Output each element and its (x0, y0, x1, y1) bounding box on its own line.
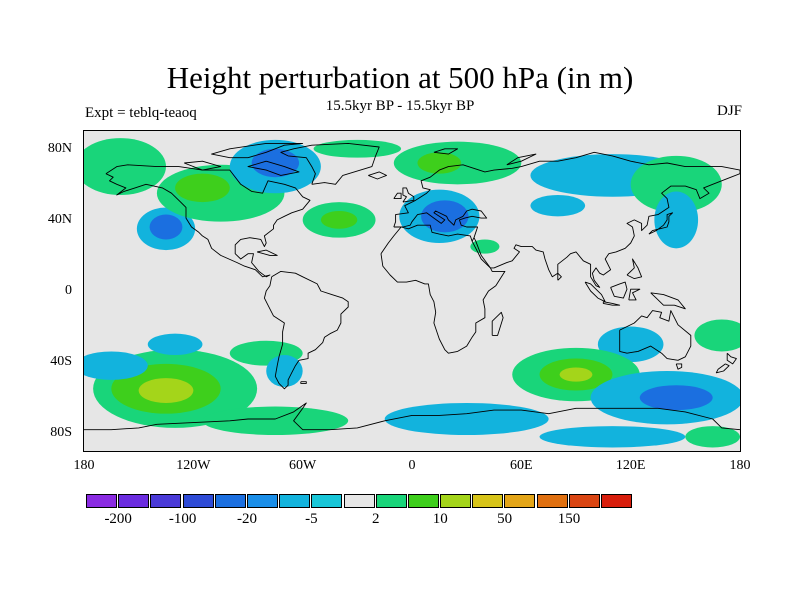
coastline-new-zealand-s (715, 363, 730, 374)
coastline-japan (648, 212, 674, 235)
experiment-label: Expt = teblq-teaoq (85, 105, 197, 121)
colorbar-swatch (407, 494, 439, 508)
anomaly-region-23 (138, 378, 194, 403)
lon-tick-label: 180 (729, 458, 751, 473)
anomaly-region-17 (654, 191, 699, 249)
map-frame (83, 130, 741, 452)
season-label: DJF (716, 103, 742, 119)
lat-tick-label: 40N (47, 211, 72, 227)
coastline-north-america (105, 164, 311, 278)
anomaly-region-1 (149, 214, 183, 240)
map-plot (84, 131, 740, 451)
colorbar-label: -200 (104, 511, 132, 527)
colorbar-swatch (536, 494, 568, 508)
anomaly-region-24 (84, 351, 148, 380)
colorbar-label: 150 (557, 511, 581, 527)
coastline-south-america (263, 270, 349, 390)
colorbar-swatch (118, 494, 150, 508)
coastline-arabia-red-sea-gap (471, 237, 475, 242)
anomaly-region-20 (597, 326, 664, 363)
colorbar-swatch (86, 494, 117, 508)
coastline-antarctica (84, 402, 740, 431)
coastlines (84, 142, 740, 431)
coastline-greenland (280, 142, 380, 185)
coastline-europe-asia (393, 151, 740, 288)
lat-tick-label: 80N (47, 140, 72, 156)
anomaly-region-14 (470, 239, 500, 254)
anomaly-region-2 (84, 138, 166, 195)
coastline-uk (402, 187, 415, 203)
colorbar-swatch (150, 494, 182, 508)
coastline-sulawesi (628, 288, 641, 301)
anomaly-region-35 (539, 426, 686, 448)
anomaly-region-27 (266, 355, 303, 387)
coastline-new-zealand-n (726, 352, 737, 365)
anomaly-region-28 (202, 406, 349, 435)
coastline-novaya-zemlya (506, 153, 537, 166)
anomaly-region-25 (147, 333, 203, 355)
coastline-tasmania (675, 363, 683, 370)
lat-tick-label: 80S (50, 425, 72, 441)
anomaly-region-31 (559, 367, 593, 382)
coastline-iceland (368, 171, 387, 180)
colorbar-swatch (601, 494, 632, 508)
lat-tick-label: 0 (65, 283, 72, 298)
colorbar-swatch (182, 494, 214, 508)
colorbar-swatch (246, 494, 278, 508)
colorbar-swatch (472, 494, 504, 508)
colorbar-label: -5 (305, 511, 318, 527)
colorbar-swatch (504, 494, 536, 508)
coastline-arctic-islands-2 (211, 142, 304, 159)
chart-subtitle: 15.5kyr BP - 15.5kyr BP (325, 98, 475, 114)
lon-tick-label: 120W (176, 458, 211, 473)
anomaly-region-19 (694, 319, 740, 352)
coastline-new-guinea (650, 292, 686, 310)
coastline-java (602, 301, 621, 306)
chart-title: Height perturbation at 500 hPa (in m) (166, 60, 634, 95)
colorbar-label: 50 (497, 511, 513, 527)
coastline-philippines (626, 258, 643, 280)
colorbar (86, 494, 633, 508)
colorbar-label: -100 (168, 511, 197, 527)
lon-tick-label: 180 (73, 458, 95, 473)
colorbar-swatch (214, 494, 246, 508)
coastline-caribbean-cuba (256, 249, 278, 256)
anomaly-region-36 (685, 426, 740, 448)
anomaly-region-34 (384, 403, 549, 435)
anomaly-region-9 (313, 139, 402, 158)
coastline-madagascar (491, 311, 504, 336)
anomaly-region-8 (320, 211, 358, 229)
colorbar-swatch (279, 494, 311, 508)
colorbar-label: -20 (237, 511, 257, 527)
colorbar-label: 2 (372, 511, 380, 527)
coastline-arctic-islands-3 (184, 160, 222, 171)
coastline-africa (380, 224, 506, 354)
anomaly-region-18 (530, 195, 586, 217)
colorbar-swatch (311, 494, 343, 508)
lon-tick-label: 60W (289, 458, 317, 473)
coastline-australia (619, 310, 692, 361)
coastline-falklands (300, 381, 307, 384)
coastline-arctic-islands-1 (247, 160, 300, 176)
colorbar-swatch (343, 494, 375, 508)
anomaly-region-13 (417, 152, 462, 174)
lon-tick-label: 0 (408, 458, 416, 473)
anomaly-region-4 (175, 173, 230, 203)
colorbar-label: 10 (432, 511, 448, 527)
colorbar-swatch (440, 494, 472, 508)
colorbar-swatch (375, 494, 407, 508)
coastline-sri-lanka (557, 272, 562, 281)
anomaly-region-16 (630, 155, 722, 213)
anomaly-region-11 (421, 200, 469, 233)
coastline-svalbard (433, 148, 459, 155)
lon-tick-label: 60E (510, 458, 533, 473)
anomaly-region-33 (639, 385, 713, 411)
colorbar-swatch (568, 494, 600, 508)
lon-tick-label: 120E (615, 458, 646, 473)
coastline-ireland (393, 192, 402, 200)
lat-tick-label: 40S (50, 354, 72, 370)
coastline-borneo (610, 281, 628, 299)
